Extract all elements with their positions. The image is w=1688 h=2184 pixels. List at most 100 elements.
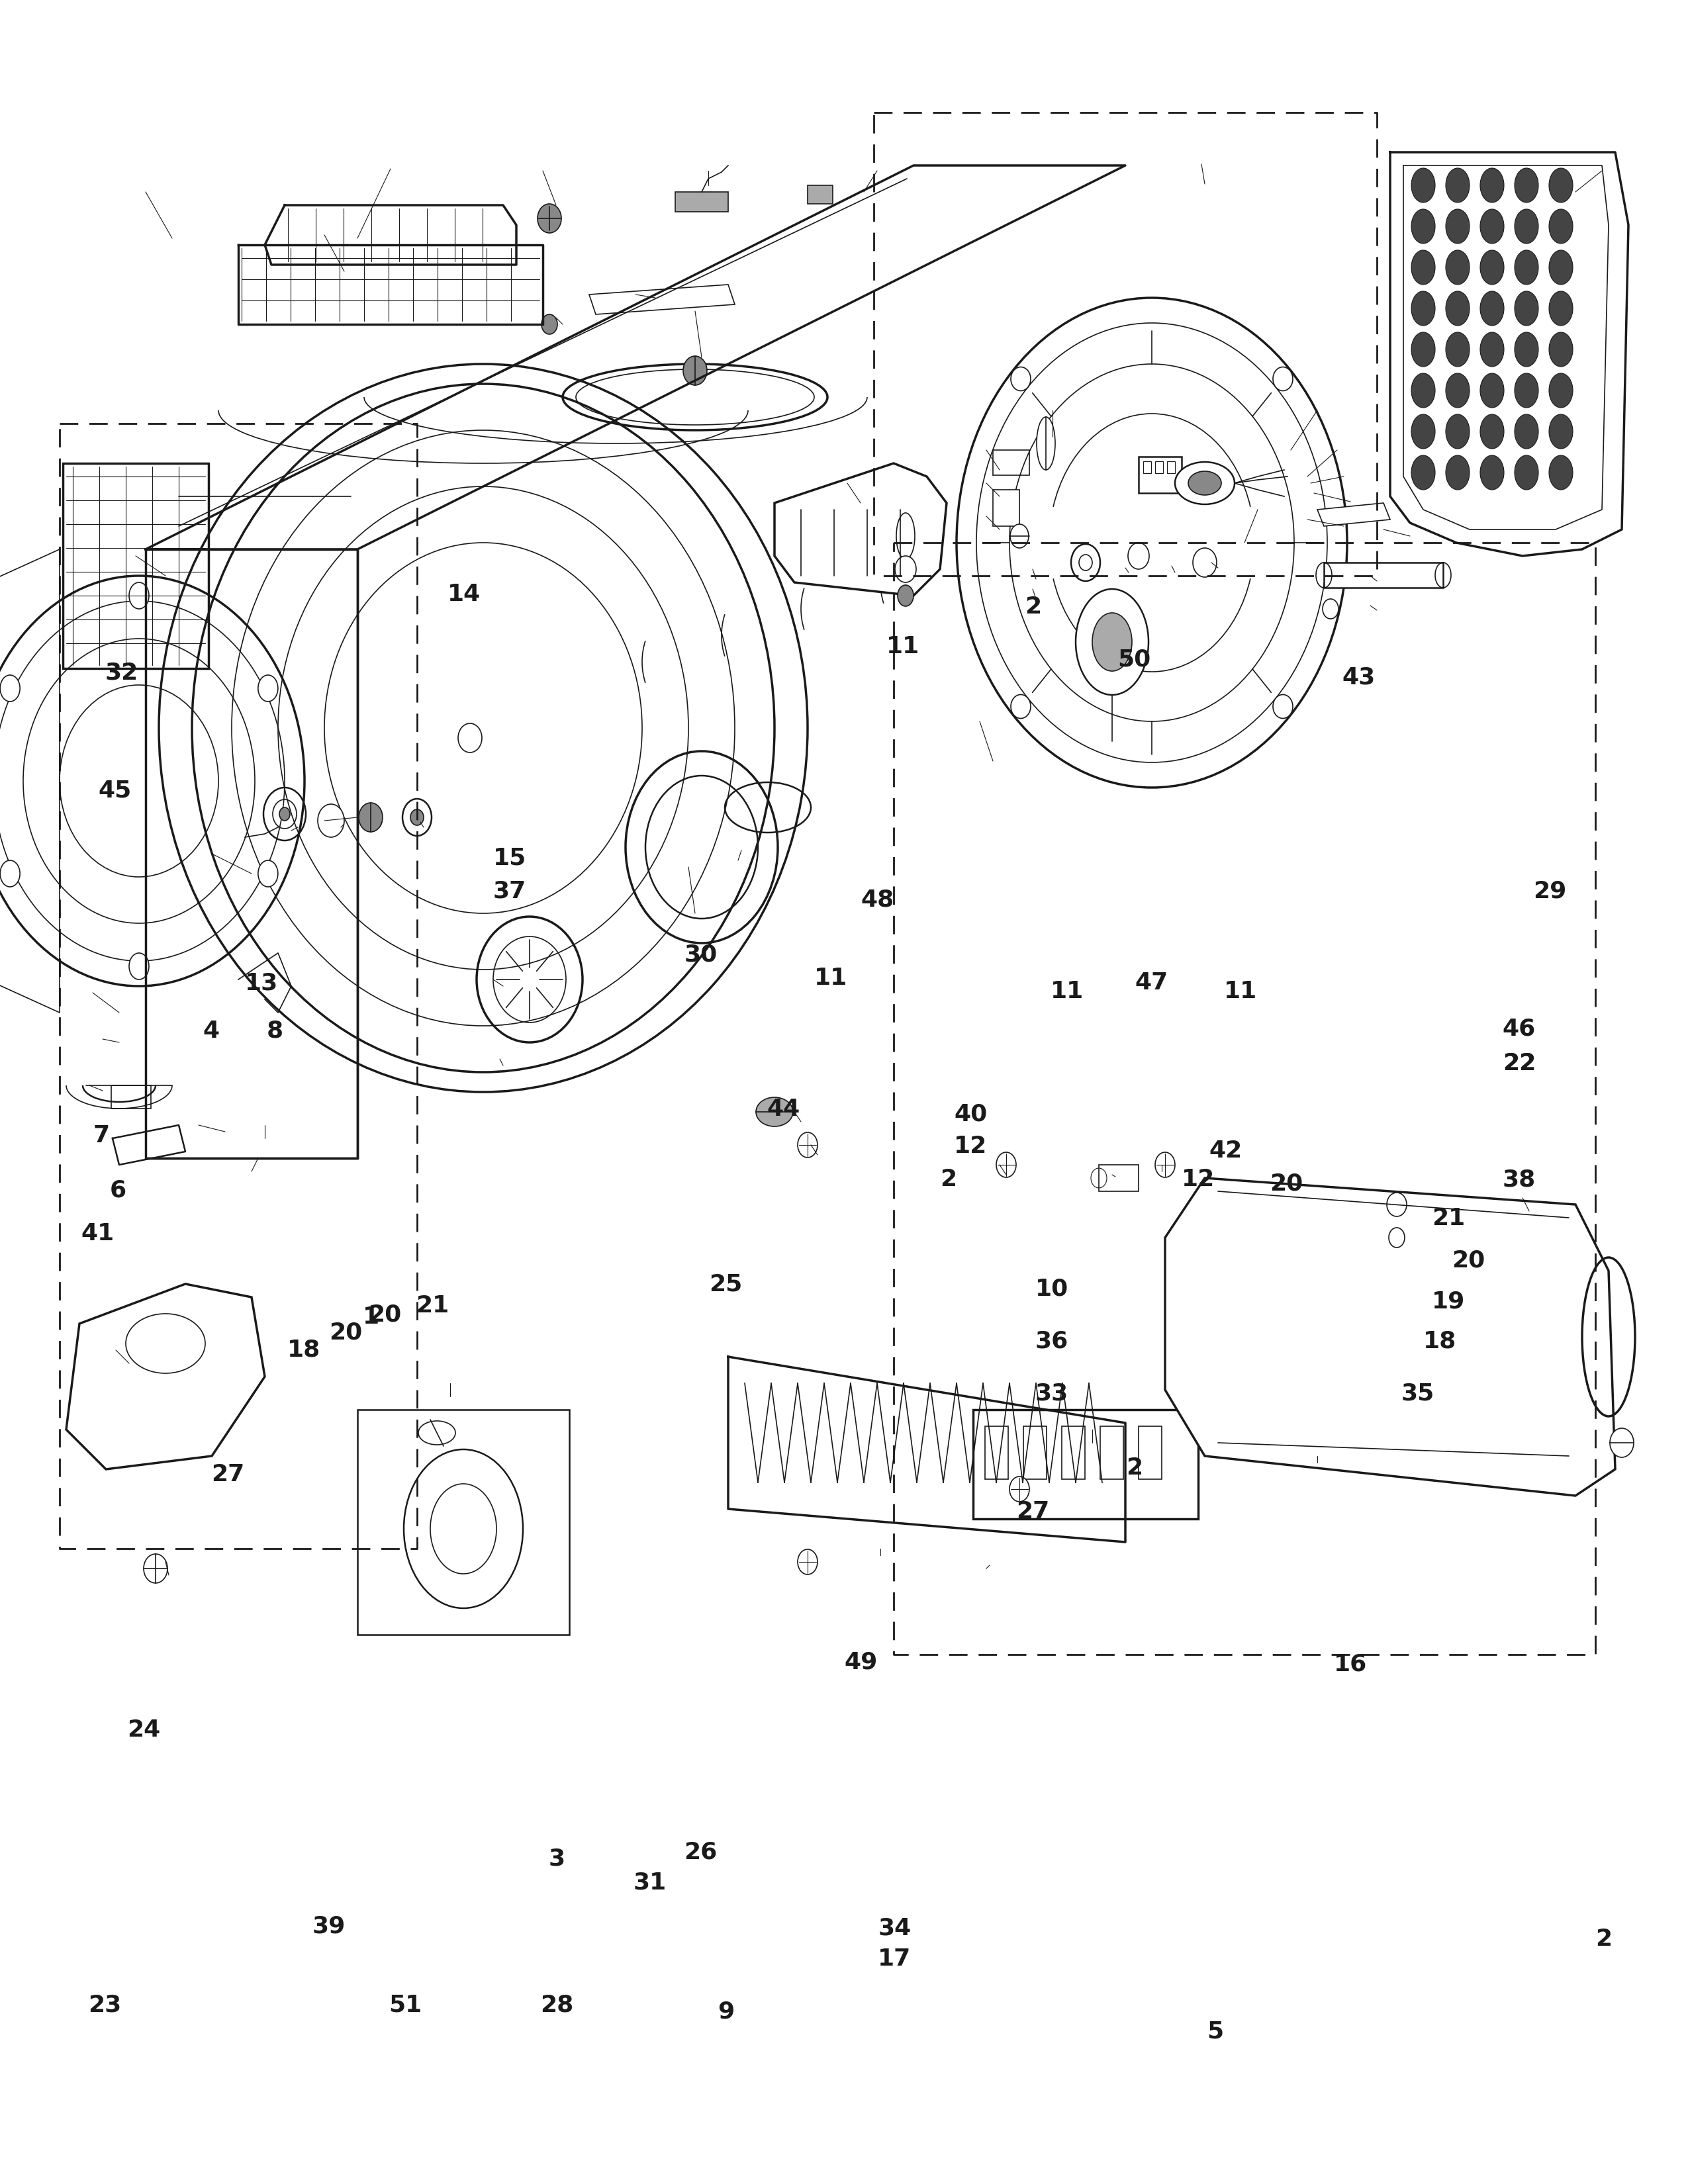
Text: 23: 23 — [88, 1994, 122, 2016]
Ellipse shape — [1514, 251, 1538, 284]
Ellipse shape — [1550, 168, 1573, 203]
Polygon shape — [1317, 502, 1391, 526]
Text: 27: 27 — [1016, 1500, 1050, 1522]
Ellipse shape — [1514, 210, 1538, 245]
Ellipse shape — [1480, 332, 1504, 367]
Ellipse shape — [1009, 524, 1028, 548]
Bar — [1101, 1426, 1123, 1479]
Ellipse shape — [1411, 373, 1435, 408]
Ellipse shape — [402, 799, 432, 836]
Ellipse shape — [1514, 332, 1538, 367]
Ellipse shape — [1445, 332, 1470, 367]
Ellipse shape — [1411, 251, 1435, 284]
Bar — [1323, 563, 1443, 587]
Ellipse shape — [1480, 373, 1504, 408]
Ellipse shape — [1411, 332, 1435, 367]
Ellipse shape — [1514, 290, 1538, 325]
Text: 7: 7 — [93, 1125, 110, 1147]
Text: 44: 44 — [766, 1099, 800, 1120]
Ellipse shape — [1550, 332, 1573, 367]
Text: 11: 11 — [886, 636, 920, 657]
Ellipse shape — [128, 583, 149, 609]
Text: 25: 25 — [709, 1273, 743, 1295]
Ellipse shape — [1445, 454, 1470, 489]
Bar — [1139, 456, 1182, 494]
Text: 12: 12 — [1182, 1168, 1215, 1190]
Text: 33: 33 — [1035, 1382, 1069, 1404]
Text: 37: 37 — [493, 880, 527, 902]
Ellipse shape — [1175, 463, 1234, 505]
Ellipse shape — [1155, 1153, 1175, 1177]
Ellipse shape — [1011, 695, 1031, 719]
Text: 9: 9 — [717, 2001, 734, 2022]
Text: 11: 11 — [1224, 981, 1258, 1002]
Bar — [1099, 1164, 1139, 1190]
Ellipse shape — [317, 804, 344, 836]
Ellipse shape — [1445, 210, 1470, 245]
Text: 20: 20 — [1452, 1249, 1485, 1271]
Text: 20: 20 — [329, 1321, 363, 1343]
Ellipse shape — [1323, 598, 1339, 618]
Text: 15: 15 — [493, 847, 527, 869]
Ellipse shape — [895, 557, 917, 583]
Ellipse shape — [1610, 1428, 1634, 1457]
Ellipse shape — [896, 513, 915, 559]
Text: 12: 12 — [954, 1136, 987, 1158]
Polygon shape — [66, 1284, 265, 1470]
Text: 16: 16 — [1334, 1653, 1367, 1675]
Ellipse shape — [1445, 415, 1470, 448]
Text: 20: 20 — [1269, 1173, 1303, 1195]
Text: 46: 46 — [1502, 1018, 1536, 1040]
Text: 2: 2 — [1025, 596, 1041, 618]
Text: 48: 48 — [861, 889, 895, 911]
Ellipse shape — [1514, 454, 1538, 489]
Text: 26: 26 — [684, 1841, 717, 1863]
Text: 3: 3 — [549, 1848, 565, 1870]
Bar — [1155, 461, 1163, 474]
Ellipse shape — [1411, 290, 1435, 325]
Ellipse shape — [1411, 168, 1435, 203]
Ellipse shape — [1550, 373, 1573, 408]
Ellipse shape — [1514, 168, 1538, 203]
Text: 11: 11 — [1050, 981, 1084, 1002]
Ellipse shape — [1480, 290, 1504, 325]
Ellipse shape — [798, 1548, 817, 1575]
Ellipse shape — [1009, 1476, 1030, 1503]
Ellipse shape — [1550, 210, 1573, 245]
Ellipse shape — [1550, 251, 1573, 284]
Text: 50: 50 — [1117, 649, 1151, 670]
Ellipse shape — [1480, 168, 1504, 203]
Ellipse shape — [1445, 168, 1470, 203]
Text: 21: 21 — [1431, 1208, 1465, 1230]
Polygon shape — [1165, 1177, 1615, 1496]
Bar — [62, 463, 209, 668]
Text: 8: 8 — [267, 1020, 284, 1042]
Text: 10: 10 — [1035, 1278, 1069, 1299]
Text: 35: 35 — [1401, 1382, 1435, 1404]
Text: 34: 34 — [878, 1918, 912, 1939]
Ellipse shape — [1445, 373, 1470, 408]
Text: 29: 29 — [1533, 880, 1566, 902]
Ellipse shape — [143, 1555, 167, 1583]
Polygon shape — [589, 284, 734, 314]
Text: 47: 47 — [1134, 972, 1168, 994]
Ellipse shape — [542, 314, 557, 334]
Ellipse shape — [1550, 454, 1573, 489]
Ellipse shape — [1075, 590, 1148, 695]
Bar — [358, 1409, 569, 1634]
Ellipse shape — [1128, 542, 1150, 570]
Text: 2: 2 — [940, 1168, 957, 1190]
Polygon shape — [675, 192, 728, 212]
Text: 4: 4 — [203, 1020, 219, 1042]
Polygon shape — [775, 463, 947, 596]
Text: 14: 14 — [447, 583, 481, 605]
Text: 49: 49 — [844, 1651, 878, 1673]
Bar — [1166, 461, 1175, 474]
Bar — [1139, 1426, 1161, 1479]
Text: 17: 17 — [878, 1948, 912, 1970]
Ellipse shape — [798, 1131, 817, 1158]
Ellipse shape — [1273, 695, 1293, 719]
Text: 1: 1 — [363, 1306, 380, 1328]
Ellipse shape — [1036, 417, 1055, 470]
Ellipse shape — [1480, 251, 1504, 284]
